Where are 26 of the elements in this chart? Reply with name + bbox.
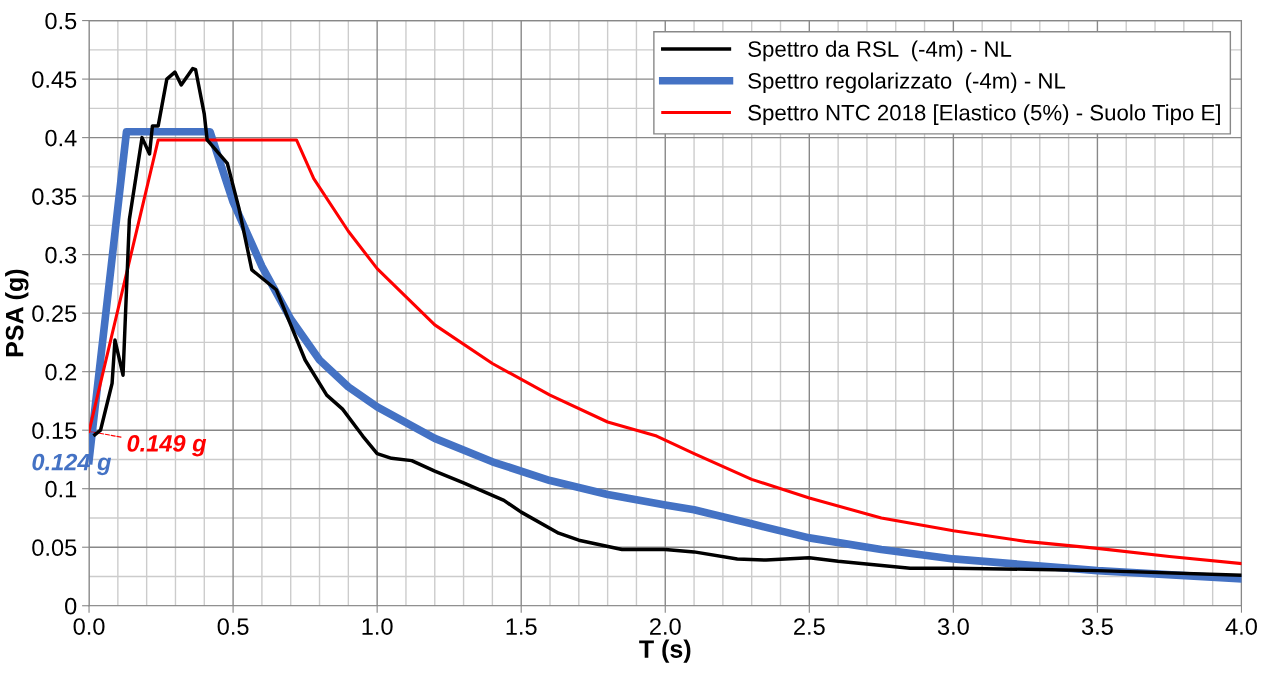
legend-label: Spettro NTC 2018 [Elastico (5%) - Suolo Tipo E] bbox=[748, 104, 1220, 125]
y-tick-label: 0.45 bbox=[32, 71, 77, 88]
y-tick-label: 0.4 bbox=[45, 129, 77, 147]
y-tick-label: 0.5 bbox=[45, 12, 77, 30]
y-tick-label: 0.35 bbox=[32, 188, 77, 205]
y-axis-title: PSA (g) bbox=[5, 269, 29, 357]
y-tick-label: 0.15 bbox=[32, 422, 77, 439]
y-tick-label: 0.1 bbox=[45, 480, 77, 498]
x-tick-label: 4.0 bbox=[1225, 618, 1257, 635]
x-tick-label: 2.0 bbox=[650, 618, 681, 635]
x-tick-label: 1.5 bbox=[506, 618, 537, 635]
legend-label: Spettro regolarizzato (-4m) - NL bbox=[748, 72, 1066, 94]
x-tick-label: 0.5 bbox=[217, 618, 249, 635]
x-tick-label: 3.5 bbox=[1081, 618, 1113, 635]
x-tick-label: 3.0 bbox=[937, 618, 969, 635]
x-tick-label: 2.5 bbox=[794, 618, 825, 635]
legend-label: Spettro da RSL (-4m) - NL bbox=[748, 40, 1012, 62]
y-tick-label: 0.2 bbox=[45, 363, 77, 381]
annotation: 0.149 g bbox=[127, 435, 207, 457]
x-tick-label: 0.0 bbox=[73, 618, 105, 635]
y-tick-label: 0.25 bbox=[32, 305, 77, 322]
x-axis-title: T (s) bbox=[639, 639, 691, 663]
y-tick-label: 0 bbox=[65, 597, 77, 615]
y-tick-label: 0.3 bbox=[45, 246, 77, 264]
y-tick-label: 0.05 bbox=[32, 539, 77, 557]
x-tick-label: 1.0 bbox=[362, 618, 393, 635]
